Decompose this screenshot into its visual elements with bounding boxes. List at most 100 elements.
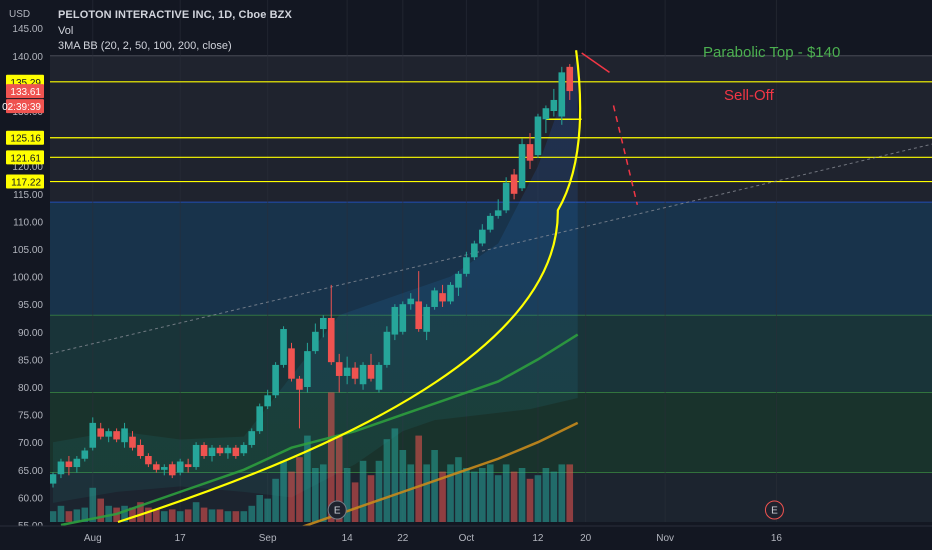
candle-body: [304, 351, 311, 387]
indicator-legend[interactable]: 3MA BB (20, 2, 50, 100, 200, close): [58, 40, 232, 52]
level-badge-bg: [6, 130, 44, 145]
candle-body: [550, 99, 558, 111]
volume-bar: [232, 511, 240, 522]
volume-bar: [502, 464, 510, 522]
price-tick-label: 75.00: [18, 411, 43, 422]
candle-body: [89, 422, 97, 448]
level-badge: 125.16: [10, 134, 41, 145]
candle-body: [502, 182, 510, 211]
selloff-tick: [581, 52, 610, 73]
volume-legend[interactable]: Vol: [58, 25, 74, 37]
price-tick-label: 70.00: [18, 438, 43, 449]
candle-body: [534, 116, 542, 156]
candle-body: [343, 367, 351, 376]
candle-body: [168, 464, 176, 476]
candle-body: [200, 444, 208, 456]
candle-body: [49, 474, 57, 484]
candle-body: [57, 461, 65, 475]
volume-bar: [272, 478, 279, 522]
candle-body: [153, 464, 160, 470]
time-tick-label: Oct: [459, 533, 475, 544]
volume-bar: [288, 471, 295, 522]
price-tick-label: 80.00: [18, 383, 43, 394]
time-tick-label: 22: [397, 533, 409, 544]
candle-body: [208, 447, 216, 456]
volume-bar: [240, 511, 248, 522]
candle-body: [176, 461, 184, 473]
candle-body: [375, 364, 383, 390]
price-tick-label: 140.00: [12, 52, 43, 63]
volume-bar: [518, 468, 526, 522]
volume-bar: [176, 511, 184, 522]
volume-bar: [486, 464, 494, 522]
volume-bar: [542, 468, 550, 522]
volume-bar: [510, 471, 518, 522]
volume-bar: [327, 392, 335, 522]
volume-bar: [97, 498, 104, 522]
parabolic-curve: [117, 50, 582, 524]
volume-bar: [184, 509, 192, 522]
candle-body: [518, 144, 526, 189]
price-level-lines[interactable]: [50, 81, 932, 183]
volume-bar: [455, 457, 462, 522]
candle-body: [471, 243, 478, 258]
volume-bar: [105, 505, 112, 522]
candle-body: [479, 229, 486, 244]
time-axis-background: [0, 526, 932, 550]
volume-bar: [153, 509, 160, 522]
candle-body: [145, 456, 152, 465]
price-tick-label: 85.00: [18, 355, 43, 366]
candle-body: [359, 364, 367, 385]
level-badge: 117.22: [11, 178, 41, 189]
volume-bar: [550, 471, 558, 522]
volume-bar: [399, 450, 407, 522]
trend-lines[interactable]: [49, 50, 932, 524]
candle-body: [288, 348, 295, 379]
volume-bar: [526, 478, 534, 522]
price-tick-label: 90.00: [18, 328, 43, 339]
volume-bar: [192, 502, 200, 522]
volume-bar: [534, 475, 542, 522]
volume-bar: [463, 468, 470, 522]
level-badge: 135.29: [10, 78, 41, 89]
volume-bar: [558, 464, 566, 522]
volume-bar: [335, 435, 343, 522]
candle-body: [105, 431, 112, 437]
candle-body: [129, 436, 136, 448]
candle-body: [367, 364, 375, 379]
candle-body: [526, 144, 534, 161]
volume-bar: [248, 505, 256, 522]
volume-bar: [224, 511, 232, 522]
candle-body: [566, 66, 574, 92]
price-tick-label: 100.00: [12, 273, 43, 284]
volume-bar: [471, 471, 478, 522]
candle-body: [312, 331, 319, 352]
last-price-badge: 133.61: [10, 87, 41, 98]
candle-body: [192, 444, 200, 468]
symbol-title[interactable]: PELOTON INTERACTIVE INC, 1D, Cboe BZX: [58, 9, 292, 21]
volume-bar: [216, 509, 224, 522]
candle-body: [423, 306, 430, 332]
candle-body: [391, 306, 399, 335]
time-tick-label: 20: [580, 533, 592, 544]
candle-body: [224, 447, 232, 454]
candlesticks: [49, 64, 574, 488]
moving-averages: [60, 333, 579, 532]
price-axis[interactable]: 55.0060.0065.0070.0075.0080.0085.0090.00…: [0, 0, 50, 550]
volume-bar: [168, 509, 176, 522]
candle-body: [399, 304, 407, 332]
time-axis[interactable]: Aug 17 Sep 14 22 Oct 12 20 Nov 16: [0, 525, 932, 550]
price-tick-label: 65.00: [18, 466, 43, 477]
candle-body: [161, 467, 168, 470]
volume-bar: [129, 507, 136, 522]
candle-body: [407, 298, 415, 305]
moving-average-100: [291, 421, 579, 532]
currency-label[interactable]: USD: [9, 9, 31, 20]
volume-bar: [200, 507, 208, 522]
volume-bar: [304, 435, 311, 522]
candle-body: [510, 174, 518, 194]
candle-body: [320, 318, 327, 330]
level-badge-bg: [6, 150, 44, 165]
price-tick-label: 120.00: [12, 162, 43, 173]
